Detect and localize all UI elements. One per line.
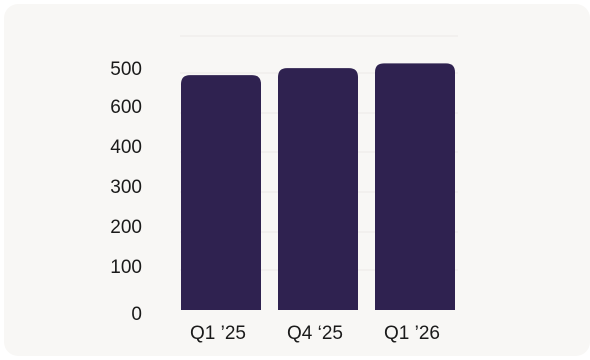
x-category-label: Q4 ‘25 — [287, 323, 343, 344]
y-tick-label: 600 — [110, 97, 142, 118]
y-tick-label: 400 — [110, 137, 142, 158]
x-category-label: Q1 ’25 — [190, 323, 246, 344]
bar — [278, 68, 358, 311]
x-category-label: Q1 ’26 — [384, 323, 440, 344]
y-tick-label: 300 — [110, 177, 142, 198]
y-tick-label: 0 — [131, 304, 142, 325]
bars — [181, 63, 455, 311]
x-axis-category-labels: Q1 ’25 Q4 ‘25 Q1 ’26 — [190, 323, 440, 344]
bar — [181, 75, 261, 311]
y-tick-label: 100 — [110, 257, 142, 278]
bar — [375, 63, 455, 311]
y-axis-tick-labels: 0 100 200 300 400 600 500 — [110, 59, 142, 325]
y-tick-label: 200 — [110, 217, 142, 238]
y-tick-label: 500 — [110, 59, 142, 80]
